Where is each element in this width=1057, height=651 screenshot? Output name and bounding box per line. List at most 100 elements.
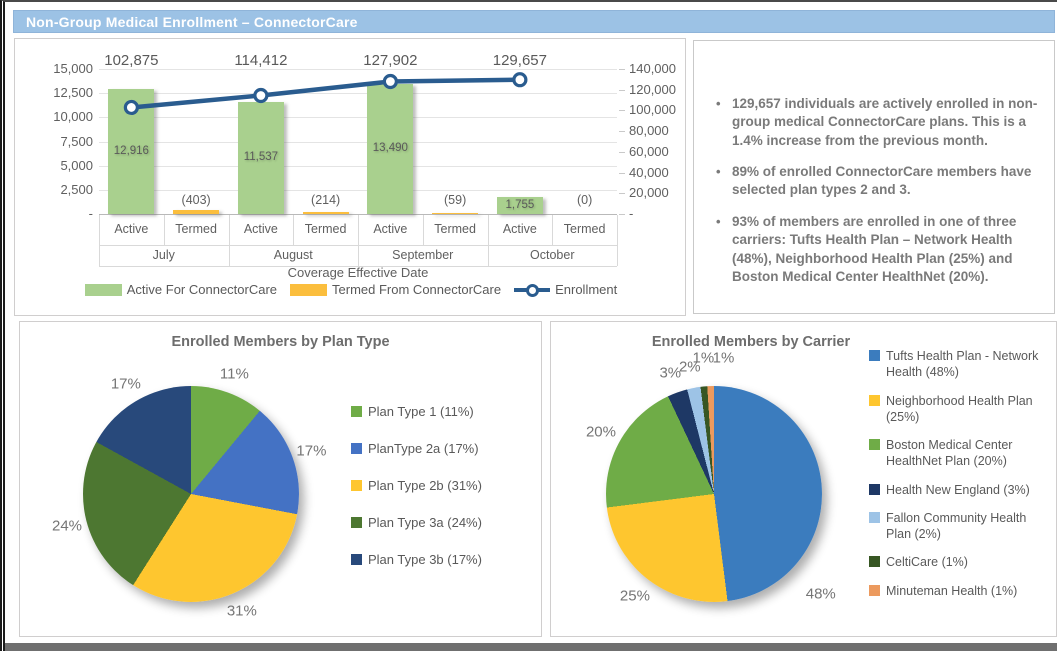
left-axis-tick: 10,000	[53, 109, 93, 125]
pie-slice-label: 2%	[678, 358, 701, 376]
legend-swatch	[869, 584, 880, 596]
legend-swatch	[869, 350, 880, 361]
gridline	[99, 141, 617, 143]
bar-label-termed: (403)	[181, 193, 211, 207]
legend-swatch	[869, 394, 880, 406]
category-row-line	[99, 245, 617, 246]
legend-item-bar: Termed From ConnectorCare	[290, 282, 501, 297]
right-axis-tick: 100,000	[629, 102, 676, 118]
legend-label: Enrollment	[555, 282, 618, 297]
month-divider	[358, 215, 359, 266]
summary-bullet-text: 89% of enrolled ConnectorCare members ha…	[732, 164, 1032, 198]
bar-label-termed: (59)	[444, 193, 467, 207]
pie-legend-item: Minuteman Health (1%)	[869, 583, 1051, 599]
subcategory-label: Termed	[304, 222, 347, 236]
gridline	[99, 189, 617, 191]
pie-2	[606, 386, 822, 602]
right-axis-tick: 140,000	[629, 61, 676, 76]
bar-label-termed: (214)	[311, 193, 341, 207]
month-label: September	[392, 248, 454, 262]
combo-chart-legend: Active For ConnectorCare Termed From Conn…	[15, 282, 687, 297]
pie-legend-item: Plan Type 1 (11%)	[351, 404, 546, 419]
bar-label-active: 1,755	[505, 198, 535, 211]
pie-legend-item: Plan Type 3b (17%)	[351, 552, 546, 567]
pie-legend-item: Plan Type 2b (31%)	[351, 478, 546, 493]
gridline	[99, 93, 617, 95]
right-axis-tick: -	[629, 206, 634, 221]
month-divider	[99, 215, 100, 266]
pie-legend-item: Fallon Community Health Plan (2%)	[869, 510, 1051, 543]
pie-slice-label: 25%	[619, 587, 650, 605]
legend-label: Minuteman Health (1%)	[886, 583, 1018, 598]
month-divider	[228, 215, 230, 266]
legend-label: Plan Type 2b (31%)	[368, 478, 482, 493]
enrollment-point-label: 129,657	[492, 52, 547, 69]
gridline	[99, 69, 617, 70]
legend-label: PlanType 2a (17%)	[368, 441, 479, 456]
legend-item-enrollment: Enrollment	[514, 282, 617, 297]
bar-termed-july	[173, 210, 220, 214]
pie-slice-label: 48%	[805, 585, 836, 603]
category-bottom-line	[99, 266, 617, 267]
legend-item-bar: Active For ConnectorCare	[84, 282, 277, 297]
pie-legend-item: CeltiCare (1%)	[869, 554, 1051, 570]
right-axis-tickmark	[619, 172, 625, 174]
gridline	[99, 117, 617, 119]
pie-slice-label: 17%	[110, 375, 141, 393]
left-axis-tick: 5,000	[60, 157, 93, 173]
right-axis-tickmark	[619, 89, 625, 91]
subcat-divider	[293, 215, 295, 245]
subcategory-label: Termed	[175, 222, 217, 236]
enrollment-marker-october	[512, 72, 528, 88]
summary-bullet-text: 93% of members are enrolled in one of th…	[732, 213, 1017, 284]
carrier-chart-title: Enrolled Members by Carrier	[651, 334, 851, 350]
subcat-divider	[422, 215, 424, 245]
legend-marker	[526, 283, 540, 297]
legend-label: CeltiCare (1%)	[886, 555, 968, 570]
legend-label: Plan Type 3b (17%)	[368, 552, 482, 567]
enrollment-point-label: 127,902	[363, 52, 418, 69]
pie-slice-label: 20%	[585, 423, 616, 441]
legend-label: Termed From ConnectorCare	[332, 282, 502, 297]
plan-type-legend: Plan Type 1 (11%) PlanType 2a (17%) Plan T…	[351, 404, 546, 567]
legend-label: Boston Medical Center HealthNet Plan (20…	[886, 438, 1013, 469]
legend-label: Fallon Community Health Plan (2%)	[886, 510, 1027, 541]
legend-line-marker-icon	[514, 283, 551, 297]
enrollment-marker-august	[253, 87, 269, 104]
legend-swatch	[869, 556, 880, 568]
bar-label-active: 13,490	[372, 141, 408, 154]
legend-label: Plan Type 3a (24%)	[368, 515, 482, 530]
bar-termed-september	[432, 212, 479, 214]
summary-bullet: 93% of members are enrolled in one of th…	[712, 213, 1038, 286]
subcat-divider	[552, 215, 554, 245]
legend-swatch	[869, 483, 880, 495]
left-axis-tick: 12,500	[53, 85, 93, 101]
bar-active-october	[496, 197, 543, 214]
pie-1	[83, 386, 299, 602]
legend-swatch	[869, 439, 880, 450]
legend-swatch	[84, 283, 122, 296]
right-axis-tickmark	[619, 131, 625, 133]
plan-type-chart-title: Enrolled Members by Plan Type	[171, 334, 390, 350]
pie-slice-label: 24%	[52, 517, 83, 535]
pie-legend-item: PlanType 2a (17%)	[351, 441, 546, 456]
subcat-divider	[163, 215, 165, 245]
right-axis-tick: 60,000	[629, 143, 669, 159]
right-axis-tick: 20,000	[629, 185, 669, 201]
bar-label-active: 11,537	[243, 151, 279, 164]
summary-bullet: 129,657 individuals are actively enrolle…	[712, 95, 1038, 150]
pie-slice-label: 17%	[296, 442, 327, 460]
right-axis-tickmark	[619, 214, 625, 215]
legend-swatch	[351, 480, 362, 491]
legend-label: Neighborhood Health Plan (25%)	[886, 393, 1033, 424]
subcategory-label: Active	[114, 222, 149, 236]
dashboard-title: Non-Group Medical Enrollment – Connector…	[26, 13, 358, 30]
legend-label: Tufts Health Plan - Network Health (48%)	[886, 349, 1039, 380]
bottom-window-edge	[5, 643, 1057, 651]
bar-label-active: 12,916	[113, 144, 149, 157]
right-axis-tickmark	[619, 110, 625, 112]
enrollment-point-label: 114,412	[234, 52, 288, 69]
pie-legend-item: Boston Medical Center HealthNet Plan (20…	[869, 437, 1051, 470]
x-axis-title: Coverage Effective Date	[287, 265, 429, 280]
